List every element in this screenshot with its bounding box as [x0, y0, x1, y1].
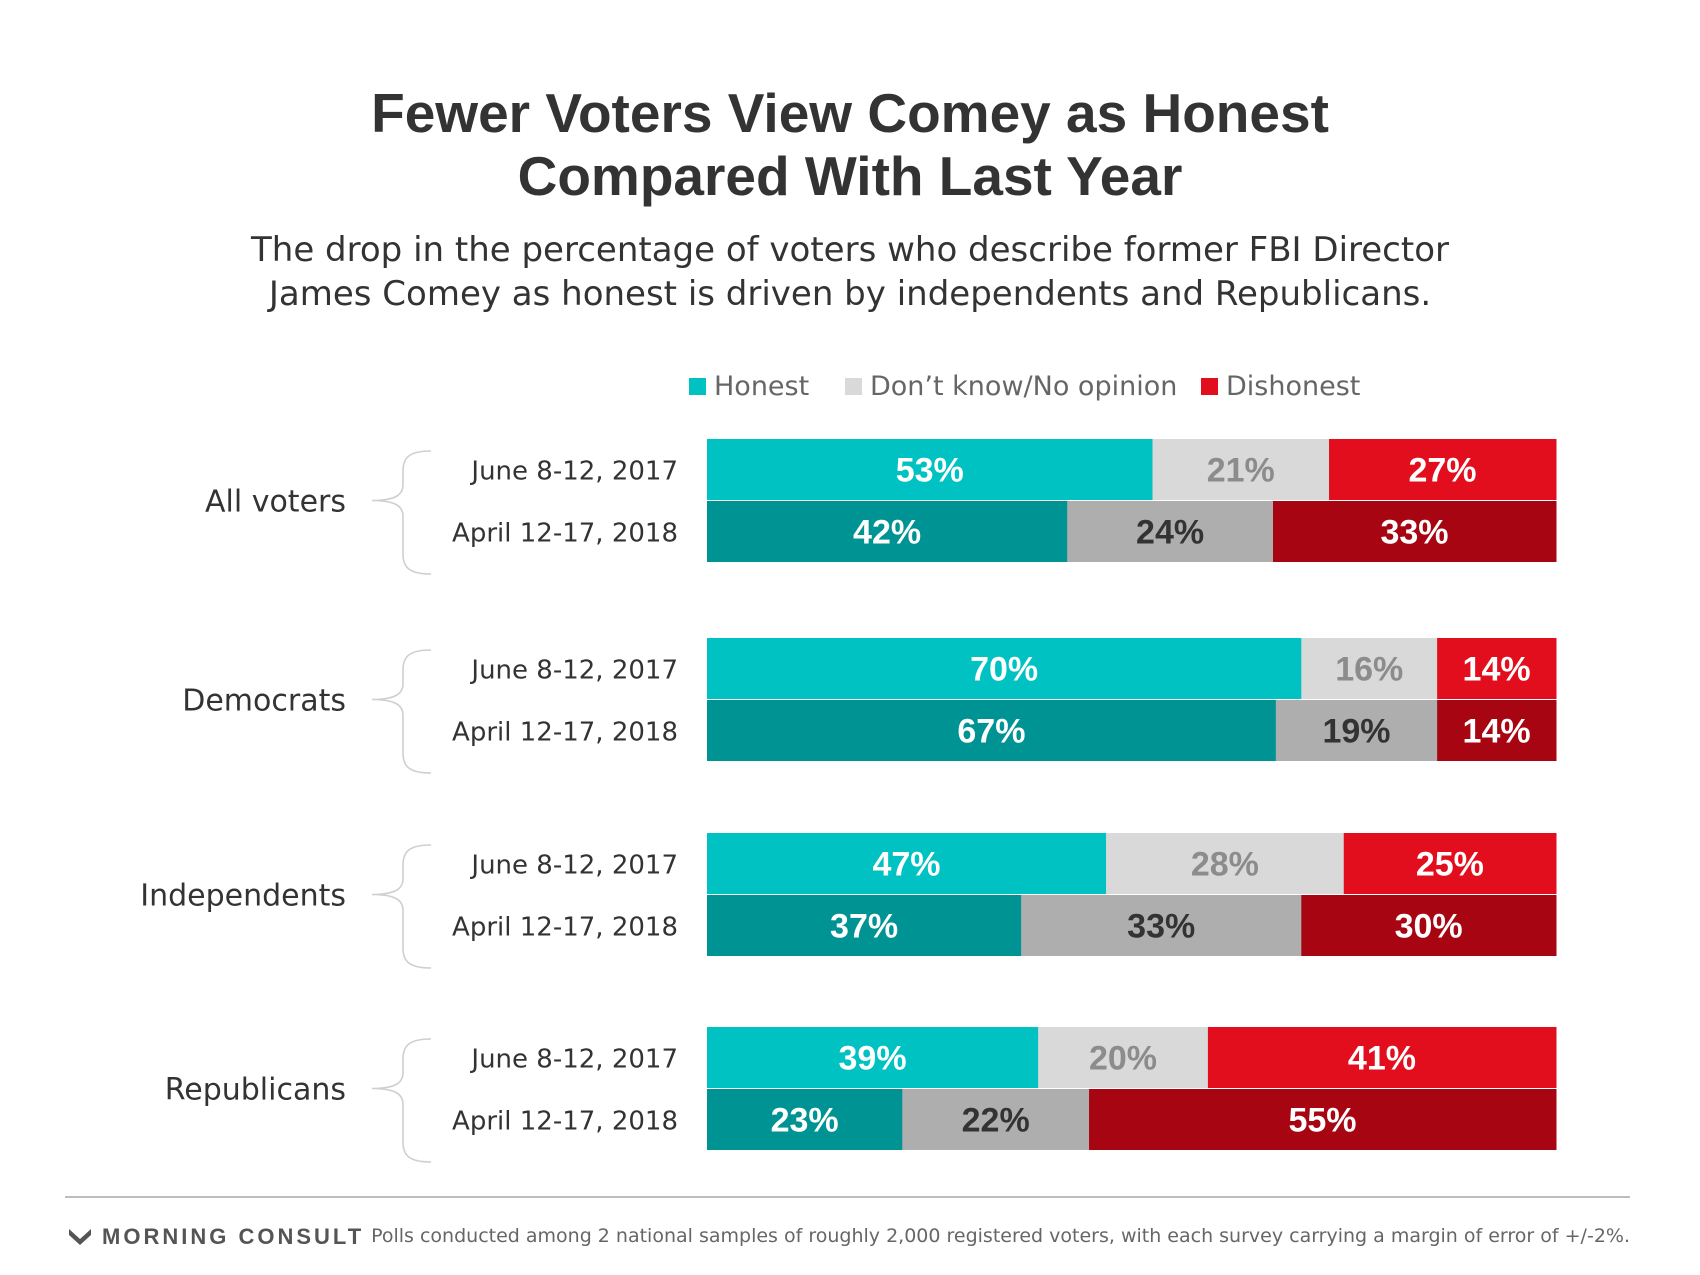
bar-independents-2017-dishonest: [1343, 833, 1557, 894]
bar-all-voters-2017-no-opinion: [1152, 439, 1330, 500]
bar-label-independents-2017-dishonest: 25%: [1416, 846, 1484, 884]
chart-title: Fewer Voters View Comey as Honest Compar…: [0, 82, 1700, 208]
bar-democrats-2017-honest: [707, 638, 1302, 699]
bar-all-voters-2018-honest: [707, 501, 1068, 562]
bar-label-republicans-2017-honest: 39%: [839, 1040, 907, 1078]
group-label-independents: Independents: [140, 879, 346, 914]
bar-democrats-2018-no-opinion: [1275, 700, 1438, 761]
brand-name: MORNING CONSULT: [102, 1224, 365, 1249]
bar-label-democrats-2017-dishonest: 14%: [1463, 651, 1531, 689]
legend-label-no-opinion: Don’t know/No opinion: [870, 370, 1178, 402]
bar-independents-2017-no-opinion: [1106, 833, 1345, 894]
group-label-republicans: Republicans: [165, 1073, 346, 1108]
bar-democrats-2018-dishonest: [1437, 700, 1557, 761]
brand-logo: MORNING CONSULT: [68, 1224, 364, 1250]
legend-swatch-no-opinion: [845, 377, 862, 395]
bar-republicans-2017-no-opinion: [1038, 1027, 1209, 1088]
bar-label-all-voters-2017-dishonest: 27%: [1408, 452, 1476, 490]
bar-label-republicans-2018-no-opinion: 22%: [962, 1102, 1030, 1140]
bar-label-democrats-2018-honest: 67%: [957, 713, 1025, 751]
bar-independents-2017-honest: [707, 833, 1107, 894]
bar-all-voters-2017-dishonest: [1329, 439, 1557, 500]
bar-independents-2018-no-opinion: [1021, 895, 1302, 956]
chart-subtitle-line-2: James Comey as honest is driven by indep…: [268, 274, 1432, 314]
legend-label-honest: Honest: [714, 370, 810, 402]
period-label-all-voters-2018: April 12-17, 2018: [452, 519, 678, 549]
bar-republicans-2017-dishonest: [1207, 1027, 1557, 1088]
bar-label-independents-2018-honest: 37%: [830, 908, 898, 946]
bar-all-voters-2017-honest: [707, 439, 1154, 500]
bar-label-democrats-2018-no-opinion: 19%: [1322, 713, 1390, 751]
bar-label-all-voters-2017-no-opinion: 21%: [1207, 452, 1275, 490]
period-label-independents-2017: June 8-12, 2017: [469, 851, 678, 881]
chart-title-line-2: Compared With Last Year: [517, 145, 1183, 207]
chart-subtitle-line-1: The drop in the percentage of voters who…: [251, 230, 1449, 270]
bar-label-all-voters-2018-honest: 42%: [853, 514, 921, 552]
period-label-democrats-2018: April 12-17, 2018: [452, 718, 678, 748]
bar-label-republicans-2018-honest: 23%: [771, 1102, 839, 1140]
bar-republicans-2018-no-opinion: [902, 1089, 1090, 1150]
period-label-all-voters-2017: June 8-12, 2017: [469, 457, 678, 487]
group-label-democrats: Democrats: [182, 684, 346, 719]
bar-democrats-2017-no-opinion: [1301, 638, 1438, 699]
legend-item-no-opinion: Don’t know/No opinion: [845, 368, 1177, 404]
legend: Honest Don’t know/No opinion Dishonest: [0, 368, 1700, 404]
footer-divider: [65, 1196, 1630, 1198]
period-label-independents-2018: April 12-17, 2018: [452, 913, 678, 943]
bar-independents-2018-dishonest: [1301, 895, 1557, 956]
bar-label-republicans-2017-dishonest: 41%: [1348, 1040, 1416, 1078]
bar-label-republicans-2017-no-opinion: 20%: [1089, 1040, 1157, 1078]
bar-label-democrats-2018-dishonest: 14%: [1463, 713, 1531, 751]
group-bracket-democrats: [371, 649, 432, 774]
bar-label-independents-2018-no-opinion: 33%: [1127, 908, 1195, 946]
group-label-all-voters: All voters: [205, 485, 346, 520]
period-label-republicans-2018: April 12-17, 2018: [452, 1107, 678, 1137]
bar-label-all-voters-2018-no-opinion: 24%: [1136, 514, 1204, 552]
bar-label-all-voters-2018-dishonest: 33%: [1380, 514, 1448, 552]
bar-democrats-2018-honest: [707, 700, 1277, 761]
legend-item-dishonest: Dishonest: [1201, 368, 1360, 404]
bar-label-independents-2018-dishonest: 30%: [1395, 908, 1463, 946]
footer-note: Polls conducted among 2 national samples…: [371, 1225, 1630, 1247]
bar-independents-2018-honest: [707, 895, 1022, 956]
legend-swatch-dishonest: [1201, 377, 1218, 395]
period-label-democrats-2017: June 8-12, 2017: [469, 656, 678, 686]
chart-title-line-1: Fewer Voters View Comey as Honest: [371, 82, 1329, 144]
group-bracket-independents: [371, 844, 432, 969]
legend-swatch-honest: [689, 377, 706, 395]
stacked-bar-chart: All voters June 8-12, 2017 53% 21% 27% April …: [140, 439, 1557, 1163]
group-bracket-republicans: [371, 1038, 432, 1163]
bar-all-voters-2018-no-opinion: [1067, 501, 1274, 562]
legend-item-honest: Honest: [689, 368, 809, 404]
bar-republicans-2018-dishonest: [1089, 1089, 1557, 1150]
bar-label-democrats-2017-honest: 70%: [970, 651, 1038, 689]
bar-label-independents-2017-honest: 47%: [872, 846, 940, 884]
bar-label-democrats-2017-no-opinion: 16%: [1335, 651, 1403, 689]
chart-subtitle: The drop in the percentage of voters who…: [0, 228, 1700, 316]
bar-republicans-2017-honest: [707, 1027, 1039, 1088]
bar-label-independents-2017-no-opinion: 28%: [1191, 846, 1259, 884]
bar-label-republicans-2018-dishonest: 55%: [1288, 1102, 1356, 1140]
bar-republicans-2018-honest: [707, 1089, 903, 1150]
bar-all-voters-2018-dishonest: [1273, 501, 1557, 562]
bar-label-all-voters-2017-honest: 53%: [896, 452, 964, 490]
group-bracket-all-voters: [371, 450, 432, 575]
bar-democrats-2017-dishonest: [1437, 638, 1557, 699]
morning-consult-logo-icon: [69, 1229, 91, 1245]
period-label-republicans-2017: June 8-12, 2017: [469, 1045, 678, 1075]
legend-label-dishonest: Dishonest: [1226, 370, 1361, 402]
